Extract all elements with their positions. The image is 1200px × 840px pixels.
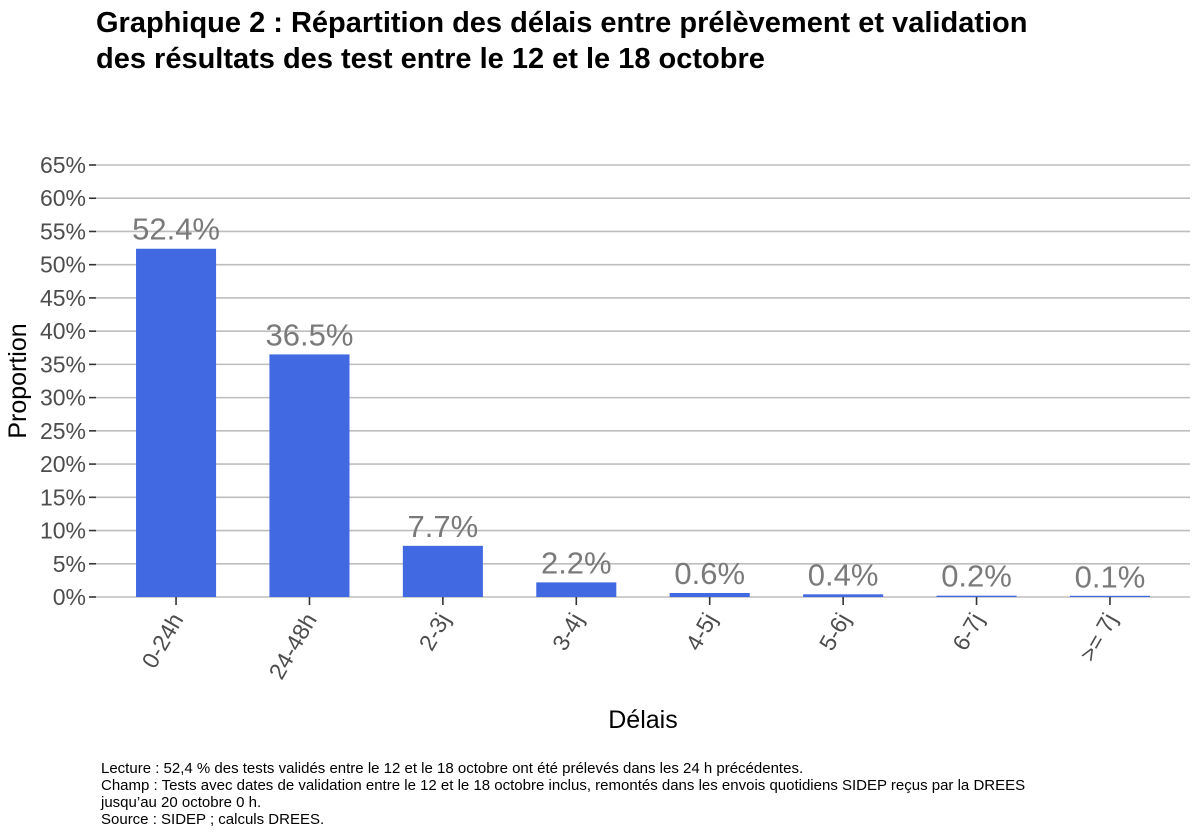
y-tick-label: 40% — [40, 318, 86, 344]
y-axis-ticks: 0% 5% 10% 15% 20% 25% 30% 35% 40% 45% 50% 55% 60% 65% — [40, 152, 96, 610]
data-labels: 52.4% 36.5% 7.7% 2.2% 0.6% 0.4% 0.2% 0.1% — [132, 212, 1145, 595]
y-tick-label: 20% — [40, 451, 86, 477]
data-label: 0.2% — [941, 559, 1012, 594]
y-axis-title: Proportion — [4, 323, 32, 438]
x-tick-label: 4-5j — [680, 609, 722, 655]
y-tick-label: 50% — [40, 252, 86, 278]
note-champ-line-2: jusqu’au 20 octobre 0 h. — [101, 794, 262, 811]
note-lecture: Lecture : 52,4 % des tests validés entre… — [101, 760, 804, 777]
x-tick-label: >= 7j — [1074, 609, 1122, 666]
note-source: Source : SIDEP ; calculs DREES. — [101, 811, 325, 828]
chart-title-line-1: Graphique 2 : Répartition des délais ent… — [96, 7, 1028, 39]
data-label: 52.4% — [132, 212, 220, 247]
bar — [402, 545, 483, 597]
bar — [669, 593, 750, 597]
y-tick-label: 30% — [40, 385, 86, 411]
data-label: 2.2% — [541, 545, 612, 580]
x-axis-title: Délais — [608, 706, 677, 734]
bar — [136, 248, 217, 598]
y-tick-label: 35% — [40, 351, 86, 377]
bar — [803, 594, 884, 597]
bar — [1069, 595, 1150, 597]
data-label: 7.7% — [408, 509, 479, 544]
data-label: 0.4% — [808, 557, 879, 592]
chart-title: Graphique 2 : Répartition des délais ent… — [96, 5, 1176, 77]
x-tick-label: 5-6j — [814, 609, 856, 655]
y-tick-label: 45% — [40, 285, 86, 311]
gridlines — [96, 164, 1190, 598]
bar — [269, 354, 350, 597]
y-tick-label: 15% — [40, 484, 86, 510]
y-tick-label: 25% — [40, 418, 86, 444]
x-axis-ticks: 0-24h 24-48h 2-3j 3-4j 4-5j 5-6j 6-7j >= 7j — [136, 597, 1122, 684]
data-label: 0.1% — [1075, 559, 1146, 594]
data-label: 36.5% — [266, 317, 354, 352]
note-champ-line-1: Champ : Tests avec dates de validation e… — [101, 777, 1026, 794]
x-tick-label: 6-7j — [947, 609, 989, 655]
y-tick-label: 5% — [53, 551, 86, 577]
bar — [536, 582, 617, 597]
y-tick-label: 55% — [40, 218, 86, 244]
y-tick-label: 0% — [53, 584, 86, 610]
x-tick-label: 24-48h — [263, 609, 321, 684]
data-label: 0.6% — [674, 556, 745, 591]
bar — [936, 595, 1017, 597]
y-tick-label: 10% — [40, 518, 86, 544]
bars — [136, 248, 1150, 598]
y-tick-label: 60% — [40, 185, 86, 211]
footnotes: Lecture : 52,4 % des tests validés entre… — [101, 760, 1181, 828]
y-tick-label: 65% — [40, 152, 86, 178]
x-tick-label: 3-4j — [547, 609, 589, 655]
x-tick-label: 2-3j — [414, 609, 456, 655]
bar-chart: 0% 5% 10% 15% 20% 25% 30% 35% 40% 45% 50% 55% 60% 65%… — [4, 152, 1190, 734]
x-tick-label: 0-24h — [136, 609, 188, 673]
chart-title-line-2: des résultats des test entre le 12 et le… — [96, 43, 765, 75]
